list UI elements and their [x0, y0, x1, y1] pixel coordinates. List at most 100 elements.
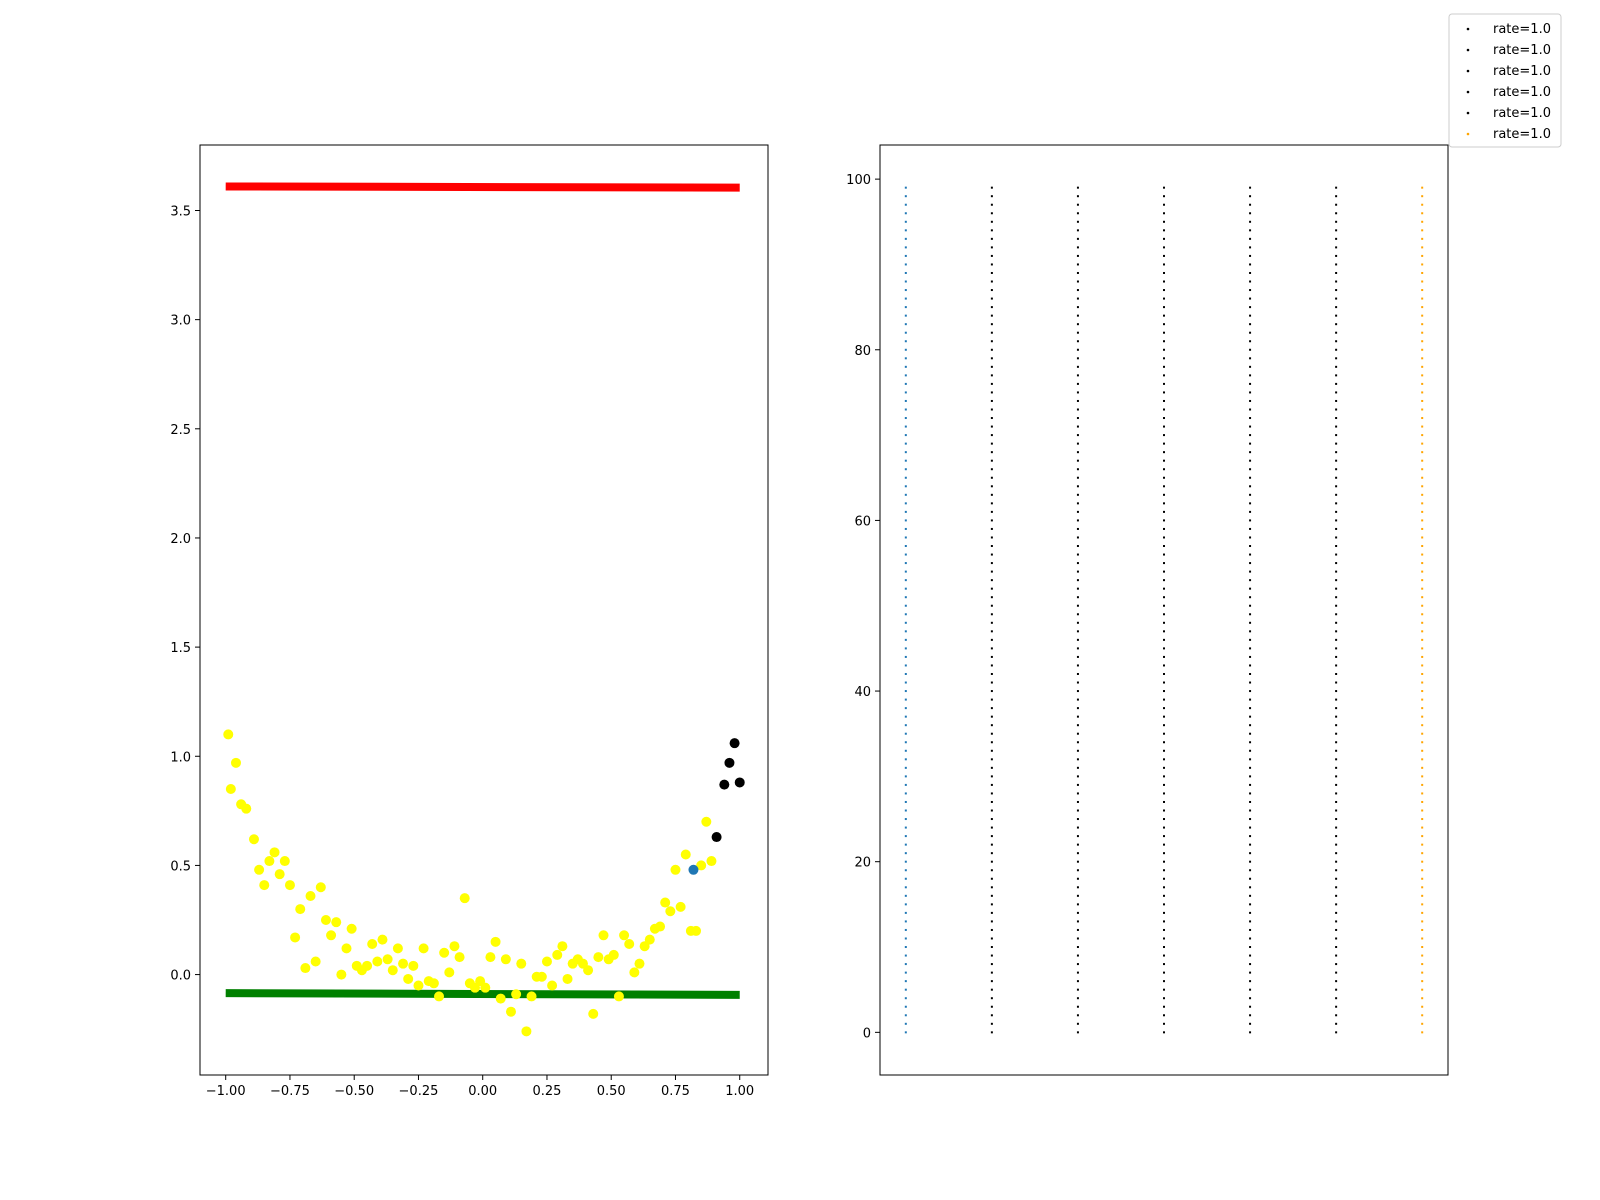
- column-point: [1076, 724, 1079, 727]
- column-point: [1335, 732, 1338, 735]
- column-point: [1421, 937, 1424, 940]
- column-point: [904, 800, 907, 803]
- data-point: [387, 965, 398, 976]
- column-point: [1076, 374, 1079, 377]
- column-point: [1163, 451, 1165, 454]
- column-point: [1249, 818, 1252, 821]
- column-point: [1163, 579, 1165, 582]
- column-point: [1335, 903, 1338, 906]
- column-point: [904, 809, 907, 812]
- column-point: [1076, 579, 1079, 582]
- axes-frame: [879, 144, 1449, 1076]
- data-point: [480, 982, 491, 993]
- column-point: [1421, 835, 1424, 838]
- data-point: [711, 832, 722, 843]
- column-point: [1421, 562, 1424, 565]
- column-point: [904, 749, 907, 752]
- column-point: [1076, 408, 1079, 411]
- data-point: [536, 971, 547, 982]
- column-point: [904, 306, 907, 309]
- data-point: [434, 991, 445, 1002]
- column-point: [1076, 417, 1079, 420]
- column-point: [1163, 519, 1165, 522]
- column-point: [1335, 877, 1338, 880]
- column-point: [1163, 314, 1165, 317]
- x-tick-label: −1.00: [206, 1084, 246, 1099]
- column-point: [904, 348, 907, 351]
- column-point: [1249, 954, 1252, 957]
- column-point: [904, 869, 907, 872]
- column-point: [904, 476, 907, 479]
- column-point: [904, 724, 907, 727]
- column-point: [904, 818, 907, 821]
- column-point: [1421, 715, 1424, 718]
- column-point: [1163, 382, 1165, 385]
- column-point: [1421, 459, 1424, 462]
- column-point: [990, 391, 993, 394]
- column-point: [990, 451, 993, 454]
- column-point: [1421, 1031, 1424, 1034]
- column-point: [990, 254, 993, 257]
- column-point: [1421, 732, 1424, 735]
- column-point: [1249, 493, 1252, 496]
- column-point: [1076, 476, 1079, 479]
- column-point: [1163, 212, 1165, 215]
- column-point: [1335, 510, 1338, 513]
- column-point: [990, 877, 993, 880]
- column-point: [1076, 485, 1079, 488]
- column-point: [1076, 186, 1079, 189]
- column-point: [1335, 997, 1338, 1000]
- column-point: [1249, 306, 1252, 309]
- column-point: [1076, 212, 1079, 215]
- column-point: [1421, 928, 1424, 931]
- column-point: [1163, 1005, 1165, 1008]
- column-point: [904, 997, 907, 1000]
- data-point: [225, 784, 236, 795]
- column-point: [1163, 493, 1165, 496]
- column-point: [904, 382, 907, 385]
- column-point: [1335, 911, 1338, 914]
- column-point: [1163, 536, 1165, 539]
- column-point: [1163, 715, 1165, 718]
- column-point: [1335, 621, 1338, 624]
- column-point: [990, 442, 993, 445]
- column-point: [1163, 630, 1165, 633]
- column-point: [1421, 579, 1424, 582]
- column-point: [1163, 920, 1165, 923]
- column-point: [904, 937, 907, 940]
- column-point: [1076, 672, 1079, 675]
- column-point: [1421, 724, 1424, 727]
- column-point: [990, 792, 993, 795]
- column-point: [990, 835, 993, 838]
- x-tick-label: 0.50: [597, 1084, 626, 1099]
- column-point: [1249, 690, 1252, 693]
- column-point: [904, 587, 907, 590]
- column-point: [1249, 758, 1252, 761]
- data-point: [346, 923, 357, 934]
- left-plot: −1.00 −0.75 −0.50 −0.25 0.00 0.25 0.50 0.75 1.00…: [170, 144, 769, 1099]
- data-point: [439, 947, 450, 958]
- column-point: [1249, 203, 1252, 206]
- column-point: [904, 886, 907, 889]
- column-point: [904, 613, 907, 616]
- fit-line-1: [225, 182, 740, 192]
- column-point: [1421, 399, 1424, 402]
- column-point: [1163, 417, 1165, 420]
- column-point: [990, 536, 993, 539]
- column-point: [1421, 843, 1424, 846]
- column-point: [904, 195, 907, 198]
- column-point: [1249, 237, 1252, 240]
- column-point: [1076, 1014, 1079, 1017]
- column-point: [1335, 220, 1338, 223]
- column-point: [990, 186, 993, 189]
- column-point: [990, 1031, 993, 1034]
- column-point: [904, 877, 907, 880]
- column-point: [1335, 417, 1338, 420]
- column-point: [1076, 638, 1079, 641]
- column-point: [1335, 229, 1338, 232]
- column-point: [904, 553, 907, 556]
- column-point: [1163, 587, 1165, 590]
- column-point: [1249, 587, 1252, 590]
- column-point: [1335, 237, 1338, 240]
- column-point: [1076, 570, 1079, 573]
